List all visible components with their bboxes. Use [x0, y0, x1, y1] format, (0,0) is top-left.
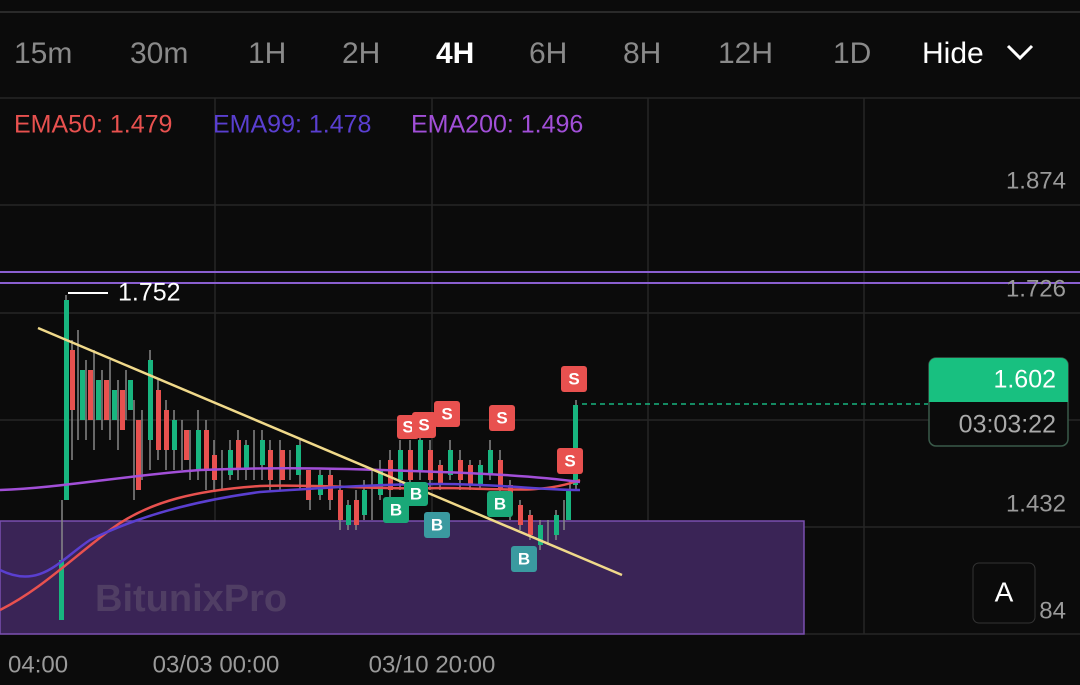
- ema50-line: [0, 478, 581, 612]
- indicator-label: EMA200: 1.496: [411, 111, 583, 139]
- buy-label: B: [390, 500, 402, 519]
- time-label: 04:00: [8, 651, 68, 678]
- sell-label: S: [418, 415, 429, 434]
- last-price: 1.602: [993, 366, 1056, 394]
- timeframe[interactable]: 6H: [529, 37, 567, 70]
- watermark: BitunixPro: [95, 578, 287, 620]
- sell-label: S: [564, 451, 575, 470]
- buy-label: B: [518, 549, 530, 568]
- trend-line: [37, 326, 623, 577]
- sell-label: S: [441, 404, 452, 423]
- sell-marker: [561, 366, 587, 392]
- last-price-bg: [929, 358, 1068, 402]
- buy-marker: [424, 512, 450, 538]
- side-button-bg[interactable]: [972, 562, 1036, 624]
- sell-marker: [434, 401, 460, 427]
- timeframe[interactable]: 1D: [833, 37, 871, 70]
- timeframe[interactable]: 15m: [14, 37, 72, 70]
- indicator-label: EMA50: 1.479: [14, 111, 172, 139]
- buy-label: B: [431, 515, 443, 534]
- sell-marker: [489, 405, 515, 431]
- buy-marker: [383, 497, 409, 523]
- zone: [0, 520, 805, 635]
- price-label: 1.432: [1006, 490, 1066, 517]
- timeframe[interactable]: 12H: [718, 37, 773, 70]
- price-label: 1.874: [1006, 167, 1066, 194]
- signals: S S S S S S B B B B B: [383, 366, 587, 572]
- timeframe[interactable]: 1H: [248, 37, 286, 70]
- high-label: 1.752: [118, 279, 181, 307]
- buy-marker: [511, 546, 537, 572]
- side-button[interactable]: A: [995, 576, 1014, 607]
- sell-label: S: [568, 369, 579, 388]
- chevron[interactable]: [1006, 44, 1034, 61]
- sell-marker: [412, 412, 436, 438]
- sell-label: S: [496, 408, 507, 427]
- timeframe[interactable]: 8H: [623, 37, 661, 70]
- timeframe[interactable]: 30m: [130, 37, 188, 70]
- price-label: 84: [1039, 597, 1066, 624]
- sell-marker: [557, 448, 583, 474]
- hide-button[interactable]: Hide: [922, 37, 984, 70]
- time-label: 03/03 00:00: [153, 651, 280, 678]
- buy-marker: [404, 482, 428, 506]
- timeframe[interactable]: 2H: [342, 37, 380, 70]
- time-label: 03/10 20:00: [369, 651, 496, 678]
- indicator-label: EMA99: 1.478: [213, 111, 371, 139]
- buy-label: B: [494, 494, 506, 513]
- timeframe-bar: 15m 30m 1H 2H 4H 6H 8H 12H 1D Hide: [14, 37, 1034, 70]
- price-label: 1.726: [1006, 275, 1066, 302]
- buy-label: B: [410, 484, 422, 503]
- buy-marker: [487, 491, 513, 517]
- countdown: 03:03:22: [959, 411, 1056, 439]
- indicator-legend: EMA50: 1.479 EMA99: 1.478 EMA200: 1.496: [14, 111, 583, 139]
- ema99-line: [0, 482, 581, 578]
- timeframe[interactable]: 4H: [436, 37, 474, 70]
- sell-label: S: [402, 417, 413, 436]
- ema200-line: [0, 467, 581, 492]
